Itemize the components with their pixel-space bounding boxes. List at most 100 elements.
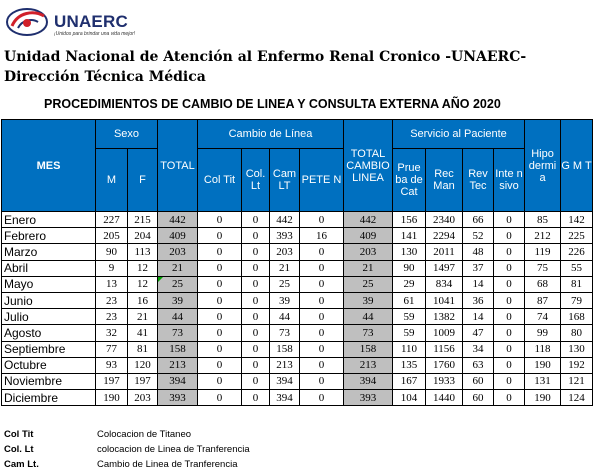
cell-pete-n: 0 [299, 340, 344, 358]
cell-rec-man: 2294 [425, 227, 463, 245]
cell-f: 197 [127, 372, 158, 391]
cell-col-tit: 0 [197, 227, 242, 245]
cell-hipo: 119 [524, 243, 561, 261]
cell-mes: Diciembre [1, 389, 96, 407]
cell-pete-n: 0 [299, 389, 344, 407]
cell-pete-n: 0 [299, 356, 344, 374]
header-pete-n: PETE N [299, 148, 344, 212]
cell-gmt: 81 [560, 275, 593, 293]
table-row: Agosto 32 41 73 0 0 73 0 73 59 1009 47 0 99 80 [1, 324, 593, 342]
cell-m: 93 [95, 356, 128, 374]
cell-cam-lt: 21 [269, 259, 300, 277]
cell-gmt: 121 [560, 372, 593, 391]
table-body: Enero 227 215 442 0 0 442 0 442 156 2340 66 0 85 142 Fe… [1, 210, 593, 407]
cell-hipo: 68 [524, 275, 561, 293]
cell-prueba: 135 [392, 356, 426, 374]
cell-rev-tec: 60 [462, 389, 494, 407]
header-m: M [95, 148, 128, 212]
cell-cam-lt: 25 [269, 275, 300, 293]
cell-col-tit: 0 [197, 340, 242, 358]
cell-rev-tec: 63 [462, 356, 494, 374]
cell-col-lt: 0 [241, 340, 270, 358]
table-row: Octubre 93 120 213 0 0 213 0 213 135 1760 63 0 190 192 [1, 356, 593, 374]
cell-pete-n: 0 [299, 308, 344, 326]
header-servicio-al-paciente: Servicio al Paciente [392, 119, 525, 149]
cell-prueba: 130 [392, 243, 426, 261]
cell-prueba: 61 [392, 291, 426, 310]
cell-pete-n: 0 [299, 275, 344, 293]
cell-intensivo: 0 [493, 243, 525, 261]
header-cambio-de-linea: Cambio de Línea [197, 119, 344, 149]
cell-prueba: 29 [392, 275, 426, 293]
logo-name: UNAERC [54, 12, 128, 31]
cell-rec-man: 1382 [425, 308, 463, 326]
cell-cam-lt: 73 [269, 324, 300, 342]
cell-intensivo: 0 [493, 291, 525, 310]
unaerc-logo: UNAERC ¡Unidos para brindar una vida mej… [4, 4, 154, 40]
cell-rec-man: 1041 [425, 291, 463, 310]
cell-f: 16 [127, 291, 158, 310]
table-row: Junio 23 16 39 0 0 39 0 39 61 1041 36 0 87 79 [1, 291, 593, 310]
header-total: TOTAL [157, 119, 198, 212]
cell-total-cambio: 213 [343, 356, 393, 374]
cell-total: 203 [157, 243, 198, 261]
cell-col-lt: 0 [241, 227, 270, 245]
cell-cam-lt: 39 [269, 291, 300, 310]
cell-gmt: 80 [560, 324, 593, 342]
cell-f: 215 [127, 210, 158, 229]
cell-rev-tec: 66 [462, 210, 494, 229]
cell-m: 9 [95, 259, 128, 277]
cell-mes: Octubre [1, 356, 96, 374]
cell-f: 120 [127, 356, 158, 374]
cell-col-lt: 0 [241, 356, 270, 374]
cell-col-lt: 0 [241, 308, 270, 326]
cell-col-tit: 0 [197, 210, 242, 229]
cell-mes: Mayo [1, 275, 96, 293]
cell-hipo: 118 [524, 340, 561, 358]
header-col-tit: Col Tit [197, 148, 242, 212]
cell-pete-n: 0 [299, 259, 344, 277]
cell-mes: Abril [1, 259, 96, 277]
cell-total: 21 [157, 259, 198, 277]
cell-rev-tec: 37 [462, 259, 494, 277]
cell-total-cambio: 394 [343, 372, 393, 391]
cell-f: 113 [127, 243, 158, 261]
cell-f: 204 [127, 227, 158, 245]
cell-m: 90 [95, 243, 128, 261]
cell-cam-lt: 393 [269, 227, 300, 245]
cell-gmt: 130 [560, 340, 593, 358]
cell-f: 12 [127, 259, 158, 277]
cell-intensivo: 0 [493, 324, 525, 342]
cell-col-tit: 0 [197, 324, 242, 342]
cell-rec-man: 1497 [425, 259, 463, 277]
header-rec-man: Rec Man [425, 148, 463, 212]
cell-gmt: 142 [560, 210, 593, 229]
table-row: Septiembre 77 81 158 0 0 158 0 158 110 1156 34 0 118 1… [1, 340, 593, 358]
cell-rev-tec: 60 [462, 372, 494, 391]
cell-m: 197 [95, 372, 128, 391]
cell-prueba: 104 [392, 389, 426, 407]
cell-prueba: 110 [392, 340, 426, 358]
cell-rev-tec: 52 [462, 227, 494, 245]
note-abbr: Col Tit [4, 429, 34, 440]
cell-intensivo: 0 [493, 275, 525, 293]
table-row: Noviembre 197 197 394 0 0 394 0 394 167 1933 60 0 131… [1, 372, 593, 391]
cell-prueba: 141 [392, 227, 426, 245]
cell-intensivo: 0 [493, 372, 525, 391]
cell-col-tit: 0 [197, 259, 242, 277]
cell-gmt: 168 [560, 308, 593, 326]
cell-m: 32 [95, 324, 128, 342]
cell-mes: Septiembre [1, 340, 96, 358]
cell-col-lt: 0 [241, 291, 270, 310]
cell-cam-lt: 158 [269, 340, 300, 358]
cell-pete-n: 0 [299, 291, 344, 310]
cell-rev-tec: 14 [462, 275, 494, 293]
cell-intensivo: 0 [493, 356, 525, 374]
comment-marker-icon [158, 277, 163, 282]
cell-col-lt: 0 [241, 259, 270, 277]
cell-rec-man: 1933 [425, 372, 463, 391]
cell-total: 394 [157, 372, 198, 391]
cell-col-lt: 0 [241, 243, 270, 261]
cell-total: 213 [157, 356, 198, 374]
cell-total-cambio: 44 [343, 308, 393, 326]
